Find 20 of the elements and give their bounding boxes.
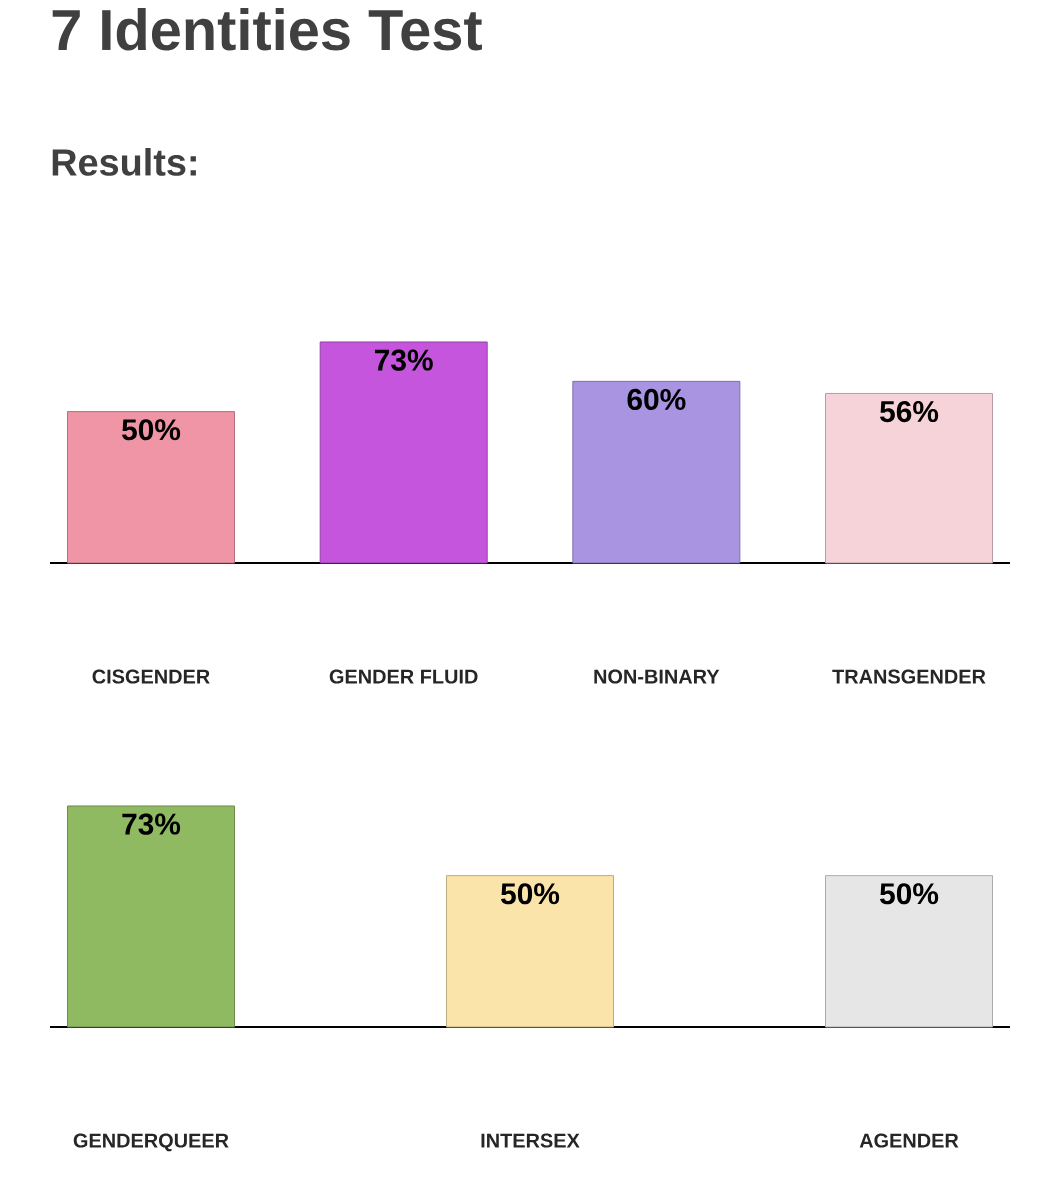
chart-subtitle: Results:	[52, 148, 196, 176]
bar	[825, 392, 994, 564]
data-label: 60%	[627, 388, 686, 411]
data-label: 73%	[122, 813, 181, 835]
bar	[67, 411, 235, 564]
data-label: 73%	[375, 349, 433, 371]
bar	[319, 341, 488, 564]
x-tick-label: GENDER FLUID	[329, 669, 478, 684]
data-label: 50%	[501, 883, 560, 905]
data-label: 56%	[880, 400, 939, 423]
x-tick-label: INTERSEX	[481, 1133, 580, 1148]
x-tick-label: CISGENDER	[92, 669, 210, 684]
x-tick-label: GENDERQUEER	[73, 1133, 229, 1152]
data-label: 50%	[122, 419, 181, 441]
data-label: 50%	[880, 883, 939, 905]
x-tick-label: TRANSGENDER	[832, 669, 986, 684]
bar	[572, 380, 741, 564]
chart-title: 7 Identities Test	[52, 8, 482, 51]
x-tick-label: NON-BINARY	[594, 669, 720, 684]
x-tick-label: AGENDER	[859, 1133, 959, 1148]
